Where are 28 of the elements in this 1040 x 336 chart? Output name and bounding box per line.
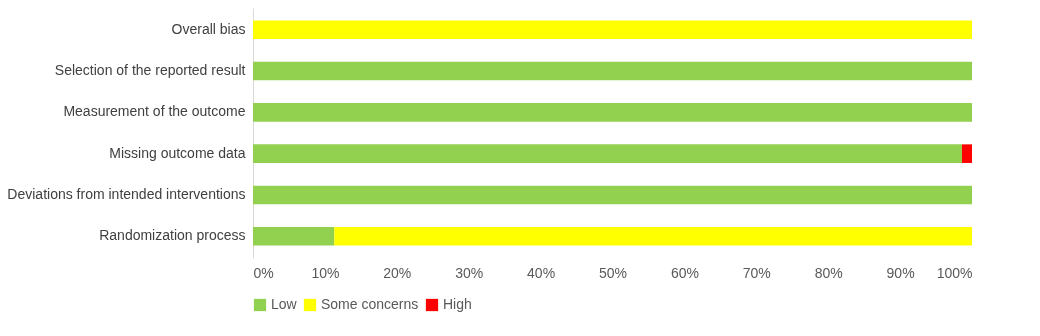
x-tick-label: 30% bbox=[455, 264, 484, 281]
y-tick-label: Measurement of the outcome bbox=[63, 103, 246, 120]
bar bbox=[334, 227, 972, 246]
bar bbox=[253, 144, 962, 163]
x-tick-label: 100% bbox=[936, 264, 973, 281]
x-tick-label: 10% bbox=[311, 264, 340, 281]
legend-label: Some concerns bbox=[321, 296, 419, 312]
x-tick-label: 0% bbox=[253, 264, 274, 281]
bar bbox=[253, 61, 972, 81]
y-tick-label: Deviations from intended interventions bbox=[7, 185, 246, 202]
bar bbox=[253, 227, 335, 246]
y-tick-label: Missing outcome data bbox=[109, 144, 246, 161]
bar bbox=[253, 185, 972, 205]
x-tick-label: 50% bbox=[598, 264, 628, 281]
legend-label: High bbox=[443, 296, 472, 312]
legend-label: Low bbox=[271, 296, 298, 312]
y-tick-label: Selection of the reported result bbox=[54, 62, 246, 79]
x-tick-label: 80% bbox=[814, 264, 843, 281]
y-tick-label: Randomization process bbox=[99, 227, 246, 244]
x-tick-label: 60% bbox=[670, 264, 699, 281]
y-tick-label: Overall bias bbox=[171, 20, 246, 37]
x-tick-label: 20% bbox=[383, 264, 412, 281]
x-tick-label: 70% bbox=[742, 264, 771, 281]
x-tick-label: 90% bbox=[886, 264, 915, 281]
bar bbox=[253, 103, 972, 122]
x-tick-label: 40% bbox=[527, 264, 556, 281]
bar bbox=[961, 144, 972, 163]
bar bbox=[253, 20, 972, 39]
